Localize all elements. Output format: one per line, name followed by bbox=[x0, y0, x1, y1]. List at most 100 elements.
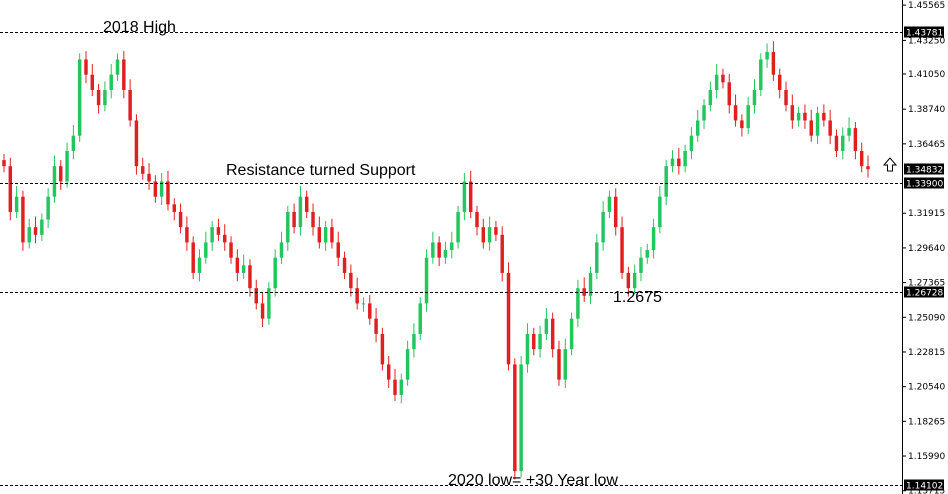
candle-body bbox=[254, 288, 258, 304]
candle-body bbox=[532, 333, 536, 350]
price-axis-ticks: 1.45565 1.43250 1.41050 1.38740 1.36465 1.319… bbox=[902, 1, 945, 494]
candle-body bbox=[809, 120, 813, 136]
y-tick-label: 1.22815 bbox=[908, 348, 945, 358]
candle-body bbox=[777, 74, 782, 90]
candle-body bbox=[204, 242, 208, 258]
level-label-bg bbox=[904, 479, 944, 491]
horizontal-levels bbox=[0, 32, 902, 486]
level-label-bg bbox=[904, 177, 944, 189]
candle-body bbox=[803, 112, 807, 121]
candle-body bbox=[695, 120, 700, 136]
candle-body bbox=[866, 166, 870, 170]
candle-body bbox=[216, 227, 221, 235]
candle-body bbox=[386, 364, 391, 380]
candle-body bbox=[8, 166, 13, 212]
candle-body bbox=[147, 173, 151, 182]
annotation-2018-high: 2018 High bbox=[103, 19, 176, 36]
annotation-resistance-support: Resistance turned Support bbox=[226, 162, 416, 179]
y-tick-label: 1.36465 bbox=[908, 140, 945, 150]
candle-body bbox=[443, 250, 448, 258]
candle-body bbox=[222, 234, 227, 243]
candle-body bbox=[90, 74, 95, 90]
candle-body bbox=[670, 158, 675, 167]
candle-body bbox=[494, 227, 498, 235]
candle-body bbox=[355, 288, 359, 304]
candle-body bbox=[847, 128, 851, 136]
candle-body bbox=[677, 158, 681, 167]
candle-body bbox=[746, 105, 750, 129]
y-tick-label: 1.27365 bbox=[908, 279, 945, 289]
candle-body bbox=[210, 227, 214, 243]
candle-body bbox=[487, 227, 492, 243]
candle-body bbox=[563, 349, 568, 380]
candle-body bbox=[714, 74, 719, 90]
candle-body bbox=[84, 59, 88, 75]
candle-body bbox=[456, 211, 460, 243]
candle-body bbox=[822, 112, 826, 121]
candle-body bbox=[311, 211, 315, 228]
candle-body bbox=[191, 242, 195, 273]
y-tick-label: 1.18265 bbox=[908, 417, 945, 427]
y-tick-label: 1.41050 bbox=[908, 70, 945, 80]
current-price-label: 1.34832 bbox=[906, 166, 943, 176]
candle-body bbox=[689, 135, 694, 151]
candle-body bbox=[304, 196, 309, 212]
level-label: 1.43781 bbox=[906, 29, 943, 39]
candle-body bbox=[645, 250, 650, 258]
candle-body bbox=[418, 303, 422, 334]
candle-body bbox=[582, 288, 586, 296]
candle-body bbox=[115, 59, 120, 75]
candle-body bbox=[424, 257, 429, 304]
candle-body bbox=[544, 318, 549, 334]
candle-body bbox=[639, 257, 643, 273]
candle-body bbox=[614, 196, 618, 228]
candle-body bbox=[134, 120, 139, 167]
candle-body bbox=[178, 211, 183, 228]
candle-body bbox=[632, 272, 637, 289]
candle-body bbox=[550, 318, 555, 350]
y-tick-label: 1.31915 bbox=[908, 209, 945, 219]
candle-body bbox=[273, 257, 277, 289]
candle-body bbox=[620, 227, 624, 273]
candle-body bbox=[664, 166, 668, 197]
candle-body bbox=[475, 211, 479, 228]
candle-body bbox=[708, 89, 713, 106]
y-tick-label: 1.43250 bbox=[908, 36, 945, 46]
candle-body bbox=[790, 105, 795, 121]
candle-body bbox=[33, 227, 38, 235]
y-tick-label: 1.25090 bbox=[908, 313, 945, 323]
candle-body bbox=[393, 379, 397, 395]
candle-body bbox=[46, 196, 50, 220]
candle-body bbox=[185, 227, 189, 243]
candle-body bbox=[651, 227, 656, 251]
candle-body bbox=[853, 128, 858, 151]
candle-body bbox=[841, 135, 845, 151]
candle-body bbox=[229, 242, 233, 258]
candle-body bbox=[784, 89, 788, 106]
candle-body bbox=[235, 257, 240, 273]
candle-body bbox=[405, 349, 410, 380]
candle-body bbox=[172, 204, 177, 212]
candle-body bbox=[292, 211, 296, 228]
annotation-1-2675: 1.2675 bbox=[613, 289, 662, 306]
candle-body bbox=[21, 196, 25, 243]
candle-body bbox=[374, 318, 378, 334]
candle-body bbox=[342, 257, 347, 273]
candle-body bbox=[481, 227, 486, 243]
candle-body bbox=[702, 105, 706, 121]
level-label: 1.14102 bbox=[906, 482, 943, 492]
candle-body bbox=[159, 181, 164, 197]
candle-body bbox=[241, 265, 246, 273]
candle-body bbox=[519, 364, 523, 472]
candlestick-series bbox=[2, 41, 870, 480]
y-tick-label: 1.38740 bbox=[908, 105, 945, 115]
candle-body bbox=[601, 211, 605, 243]
candle-body bbox=[103, 89, 107, 106]
candle-body bbox=[380, 333, 385, 365]
candle-body bbox=[796, 112, 801, 121]
y-tick-label: 1.20540 bbox=[908, 383, 945, 393]
candle-body bbox=[128, 89, 132, 121]
candle-body bbox=[771, 51, 776, 75]
candle-body bbox=[834, 135, 839, 151]
